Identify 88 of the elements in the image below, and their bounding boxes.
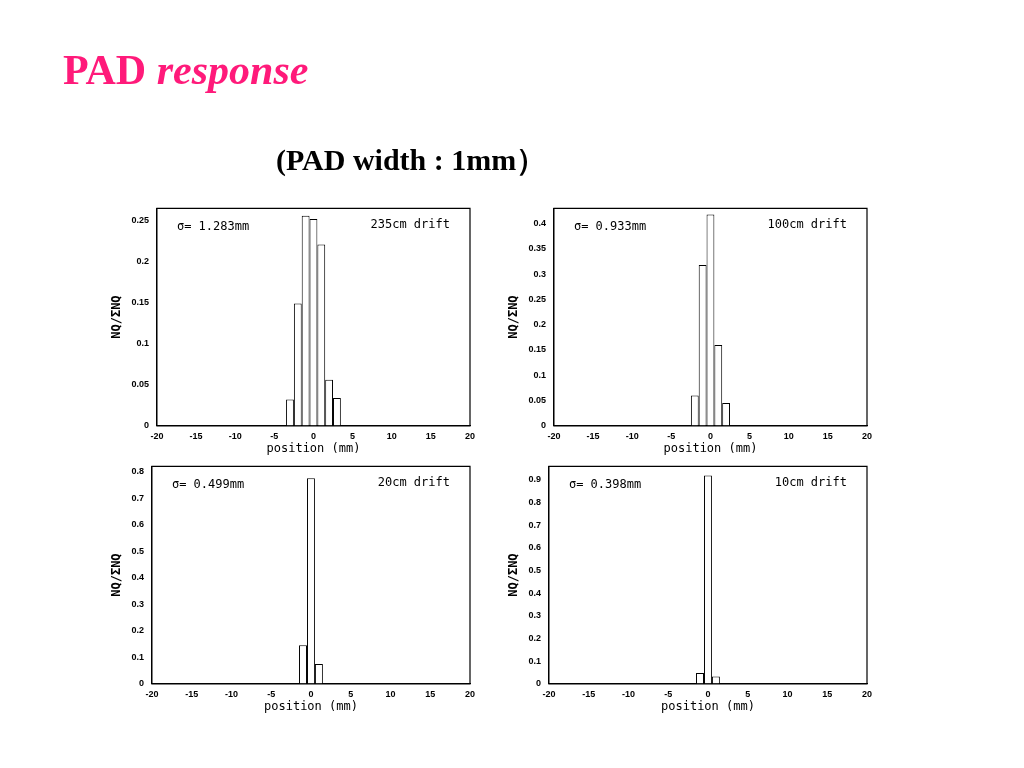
x-tick-label: 0: [308, 688, 314, 699]
y-tick-label: 0: [535, 678, 541, 689]
y-tick-label: 0.5: [528, 565, 541, 576]
x-tick-label: 0: [707, 430, 713, 441]
x-tick-label: -10: [224, 688, 238, 699]
x-tick-label: -5: [667, 430, 676, 441]
y-tick-label: 0.3: [533, 268, 546, 279]
x-tick-label: 10: [386, 430, 397, 441]
x-tick-label: 20: [861, 688, 873, 699]
y-tick-label: 0.25: [528, 293, 546, 304]
y-tick-label: 0.2: [528, 632, 541, 643]
annotation: σ= 0.499mm: [171, 476, 245, 491]
y-tick-label: 0.1: [131, 651, 144, 662]
x-tick-label: 0: [705, 688, 711, 699]
chart-subtitle: (PAD width : 1mm）: [276, 142, 547, 178]
y-tick-label: 0.15: [131, 297, 149, 308]
annotation: σ= 0.933mm: [573, 218, 647, 233]
x-tick-label: -20: [542, 688, 556, 699]
y-tick-label: 0.1: [136, 338, 149, 349]
x-tick-label: -15: [582, 688, 596, 699]
y-axis-title: NQ/ΣNQ: [506, 553, 521, 597]
annotation: 20cm drift: [377, 474, 450, 489]
annotation: σ= 0.398mm: [568, 476, 642, 491]
y-tick-label: 0.15: [528, 344, 546, 355]
chart-title: PAD response: [63, 47, 309, 93]
y-axis-title: NQ/ΣNQ: [109, 553, 124, 597]
y-tick-label: 0.2: [131, 625, 144, 636]
y-tick-label: 0.05: [528, 395, 546, 406]
y-tick-label: 0.9: [528, 474, 541, 485]
y-tick-label: 0: [540, 420, 546, 431]
x-tick-label: 5: [747, 430, 753, 441]
y-tick-label: 0.8: [131, 466, 144, 477]
y-tick-label: 0.4: [528, 587, 541, 598]
x-tick-label: -15: [185, 688, 199, 699]
x-tick-label: -5: [270, 430, 279, 441]
y-tick-label: 0.8: [528, 497, 541, 508]
x-tick-label: -20: [150, 430, 164, 441]
y-tick-label: 0.1: [533, 369, 546, 380]
y-tick-label: 0.2: [533, 319, 546, 330]
x-tick-label: 20: [464, 430, 476, 441]
y-tick-label: 0: [138, 678, 144, 689]
y-tick-label: 0.25: [131, 215, 149, 226]
x-tick-label: -10: [621, 688, 635, 699]
annotation: σ= 1.283mm: [176, 218, 250, 233]
x-tick-label: 10: [783, 430, 794, 441]
annotation: 10cm drift: [774, 474, 847, 489]
annotation: 235cm drift: [370, 216, 450, 231]
y-tick-label: 0.3: [131, 598, 144, 609]
x-tick-label: 10: [385, 688, 396, 699]
x-axis-title: position (mm): [263, 698, 358, 713]
x-tick-label: -5: [267, 688, 276, 699]
y-tick-label: 0.05: [131, 379, 149, 390]
x-tick-label: -15: [586, 430, 600, 441]
y-tick-label: 0.4: [131, 572, 144, 583]
y-tick-label: 0: [143, 420, 149, 431]
x-tick-label: 5: [745, 688, 751, 699]
y-axis-title: NQ/ΣNQ: [109, 295, 124, 339]
x-tick-label: 20: [861, 430, 873, 441]
x-tick-label: 5: [350, 430, 356, 441]
x-tick-label: -20: [145, 688, 159, 699]
annotation: 100cm drift: [767, 216, 847, 231]
x-tick-label: -5: [664, 688, 673, 699]
x-tick-label: -10: [228, 430, 242, 441]
x-tick-label: 0: [310, 430, 316, 441]
x-tick-label: 15: [425, 688, 436, 699]
y-tick-label: 0.7: [528, 519, 541, 530]
y-axis-title: NQ/ΣNQ: [506, 295, 521, 339]
y-tick-label: 0.3: [528, 610, 541, 621]
x-tick-label: -10: [625, 430, 639, 441]
x-tick-label: 5: [348, 688, 354, 699]
x-tick-label: 15: [822, 430, 833, 441]
y-tick-label: 0.7: [131, 492, 144, 503]
x-tick-label: -15: [189, 430, 203, 441]
y-tick-label: 0.5: [131, 545, 144, 556]
x-tick-label: 20: [464, 688, 476, 699]
x-tick-label: -20: [547, 430, 561, 441]
y-tick-label: 0.2: [136, 256, 149, 267]
x-tick-label: 15: [822, 688, 833, 699]
x-axis-title: position (mm): [663, 440, 758, 455]
x-axis-title: position (mm): [266, 440, 361, 455]
x-tick-label: 15: [425, 430, 436, 441]
x-tick-label: 10: [782, 688, 793, 699]
x-axis-title: position (mm): [660, 698, 755, 713]
y-tick-label: 0.6: [131, 519, 144, 530]
y-tick-label: 0.1: [528, 655, 541, 666]
y-tick-label: 0.35: [528, 243, 546, 254]
y-tick-label: 0.4: [533, 218, 546, 229]
y-tick-label: 0.6: [528, 542, 541, 553]
